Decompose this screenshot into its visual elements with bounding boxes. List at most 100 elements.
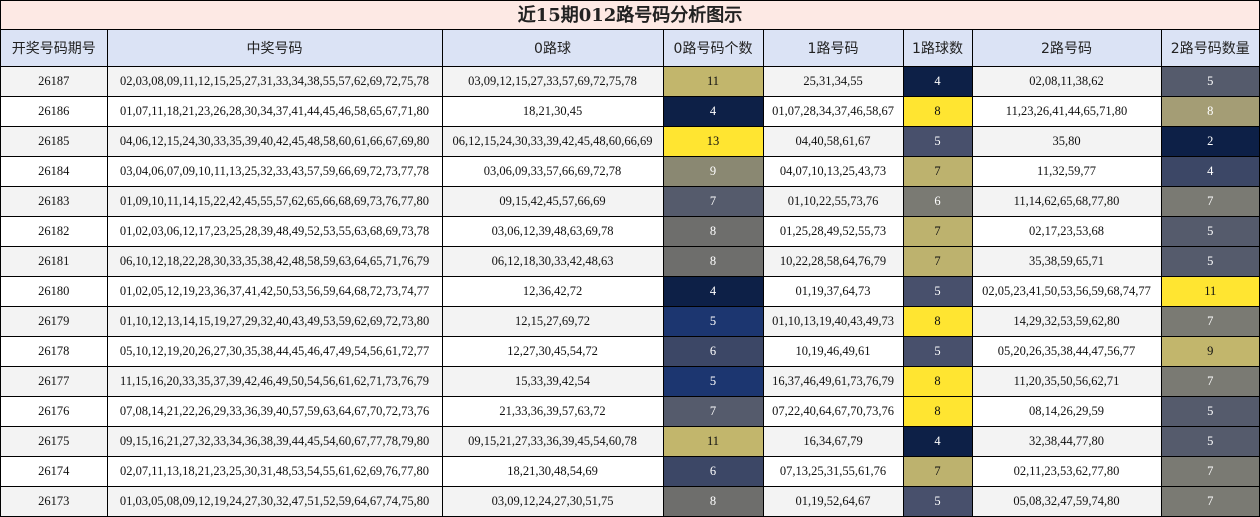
route2-cell: 32,38,44,77,80	[971, 426, 1162, 457]
route0-cell: 06,12,15,24,30,33,39,42,45,48,60,66,69	[441, 126, 664, 157]
route0-cell: 18,21,30,48,54,69	[441, 456, 664, 487]
route1-cell: 16,37,46,49,61,73,76,79	[762, 366, 904, 397]
table-row: 26175 09,15,16,21,27,32,33,34,36,38,39,44…	[1, 426, 1259, 457]
route2-count-cell: 9	[1160, 336, 1259, 367]
route1-cell: 10,22,28,58,64,76,79	[762, 246, 904, 277]
period-cell: 26181	[1, 246, 108, 277]
numbers-cell: 02,07,11,13,18,21,23,25,30,31,48,53,54,5…	[106, 456, 443, 487]
route2-cell: 11,23,26,41,44,65,71,80	[971, 96, 1162, 127]
route0-cell: 12,36,42,72	[441, 276, 664, 307]
route2-cell: 35,80	[971, 126, 1162, 157]
route0-cell: 03,09,12,15,27,33,57,69,72,75,78	[441, 66, 664, 97]
route0-count-cell: 9	[662, 156, 764, 187]
route1-cell: 01,25,28,49,52,55,73	[762, 216, 904, 247]
route0-cell: 09,15,42,45,57,66,69	[441, 186, 664, 217]
route1-count-cell: 7	[902, 216, 973, 247]
table-row: 26178 05,10,12,19,20,26,27,30,35,38,44,45…	[1, 336, 1259, 367]
table-row: 26186 01,07,11,18,21,23,26,28,30,34,37,41…	[1, 96, 1259, 127]
route2-count-cell: 5	[1160, 396, 1259, 427]
route0-count-cell: 13	[662, 126, 764, 157]
numbers-cell: 07,08,14,21,22,26,29,33,36,39,40,57,59,6…	[106, 396, 443, 427]
route1-count-cell: 5	[902, 276, 973, 307]
numbers-cell: 06,10,12,18,22,28,30,33,35,38,42,48,58,5…	[106, 246, 443, 277]
period-cell: 26175	[1, 426, 108, 457]
numbers-cell: 01,09,10,11,14,15,22,42,45,55,57,62,65,6…	[106, 186, 443, 217]
route1-count-cell: 5	[902, 486, 973, 516]
route1-count-cell: 4	[902, 66, 973, 97]
route1-cell: 01,19,37,64,73	[762, 276, 904, 307]
numbers-cell: 01,02,03,06,12,17,23,25,28,39,48,49,52,5…	[106, 216, 443, 247]
table-row: 26187 02,03,08,09,11,12,15,25,27,31,33,34…	[1, 66, 1259, 97]
route1-count-cell: 5	[902, 336, 973, 367]
route2-cell: 05,08,32,47,59,74,80	[971, 486, 1162, 516]
route0-cell: 06,12,18,30,33,42,48,63	[441, 246, 664, 277]
column-header-4: 1路号码	[762, 30, 904, 67]
route2-count-cell: 7	[1160, 366, 1259, 397]
route1-cell: 04,40,58,61,67	[762, 126, 904, 157]
table-row: 26183 01,09,10,11,14,15,22,42,45,55,57,62…	[1, 186, 1259, 217]
table-row: 26173 01,03,05,08,09,12,19,24,27,30,32,47…	[1, 486, 1259, 516]
route1-cell: 07,22,40,64,67,70,73,76	[762, 396, 904, 427]
route0-count-cell: 4	[662, 276, 764, 307]
column-header-3: 0路号码个数	[662, 30, 764, 67]
table-row: 26185 04,06,12,15,24,30,33,35,39,40,42,45…	[1, 126, 1259, 157]
route2-count-cell: 4	[1160, 156, 1259, 187]
route2-cell: 11,32,59,77	[971, 156, 1162, 187]
period-cell: 26186	[1, 96, 108, 127]
route1-cell: 07,13,25,31,55,61,76	[762, 456, 904, 487]
route1-count-cell: 5	[902, 126, 973, 157]
route2-count-cell: 8	[1160, 96, 1259, 127]
route1-count-cell: 8	[902, 306, 973, 337]
column-header-5: 1路球数	[902, 30, 973, 67]
route2-count-cell: 7	[1160, 186, 1259, 217]
route1-cell: 01,19,52,64,67	[762, 486, 904, 516]
numbers-cell: 01,03,05,08,09,12,19,24,27,30,32,47,51,5…	[106, 486, 443, 516]
period-cell: 26173	[1, 486, 108, 516]
route1-count-cell: 7	[902, 156, 973, 187]
route2-cell: 11,20,35,50,56,62,71	[971, 366, 1162, 397]
route1-count-cell: 7	[902, 246, 973, 277]
route2-cell: 35,38,59,65,71	[971, 246, 1162, 277]
route1-count-cell: 8	[902, 396, 973, 427]
column-header-2: 0路球	[441, 30, 664, 67]
column-header-0: 开奖号码期号	[1, 30, 108, 67]
route0-cell: 12,15,27,69,72	[441, 306, 664, 337]
period-cell: 26174	[1, 456, 108, 487]
period-cell: 26184	[1, 156, 108, 187]
route1-count-cell: 8	[902, 96, 973, 127]
route1-cell: 25,31,34,55	[762, 66, 904, 97]
route0-cell: 03,06,12,39,48,63,69,78	[441, 216, 664, 247]
route0-count-cell: 5	[662, 306, 764, 337]
route1-count-cell: 8	[902, 366, 973, 397]
period-cell: 26177	[1, 366, 108, 397]
numbers-cell: 02,03,08,09,11,12,15,25,27,31,33,34,38,5…	[106, 66, 443, 97]
route0-count-cell: 8	[662, 486, 764, 516]
route2-count-cell: 7	[1160, 486, 1259, 516]
route0-cell: 03,09,12,24,27,30,51,75	[441, 486, 664, 516]
period-cell: 26180	[1, 276, 108, 307]
route1-count-cell: 6	[902, 186, 973, 217]
route0-cell: 03,06,09,33,57,66,69,72,78	[441, 156, 664, 187]
route0-cell: 15,33,39,42,54	[441, 366, 664, 397]
route2-cell: 08,14,26,29,59	[971, 396, 1162, 427]
numbers-cell: 11,15,16,20,33,35,37,39,42,46,49,50,54,5…	[106, 366, 443, 397]
numbers-cell: 09,15,16,21,27,32,33,34,36,38,39,44,45,5…	[106, 426, 443, 457]
route1-cell: 16,34,67,79	[762, 426, 904, 457]
table-row: 26182 01,02,03,06,12,17,23,25,28,39,48,49…	[1, 216, 1259, 247]
route0-count-cell: 8	[662, 216, 764, 247]
route0-cell: 09,15,21,27,33,36,39,45,54,60,78	[441, 426, 664, 457]
route2-count-cell: 5	[1160, 216, 1259, 247]
route0-count-cell: 4	[662, 96, 764, 127]
route0-count-cell: 7	[662, 186, 764, 217]
table-row: 26177 11,15,16,20,33,35,37,39,42,46,49,50…	[1, 366, 1259, 397]
route2-count-cell: 5	[1160, 66, 1259, 97]
numbers-cell: 04,06,12,15,24,30,33,35,39,40,42,45,48,5…	[106, 126, 443, 157]
numbers-cell: 01,10,12,13,14,15,19,27,29,32,40,43,49,5…	[106, 306, 443, 337]
route2-cell: 02,11,23,53,62,77,80	[971, 456, 1162, 487]
route2-count-cell: 5	[1160, 246, 1259, 277]
period-cell: 26182	[1, 216, 108, 247]
route0-count-cell: 5	[662, 366, 764, 397]
route0-count-cell: 6	[662, 336, 764, 367]
route2-cell: 02,17,23,53,68	[971, 216, 1162, 247]
